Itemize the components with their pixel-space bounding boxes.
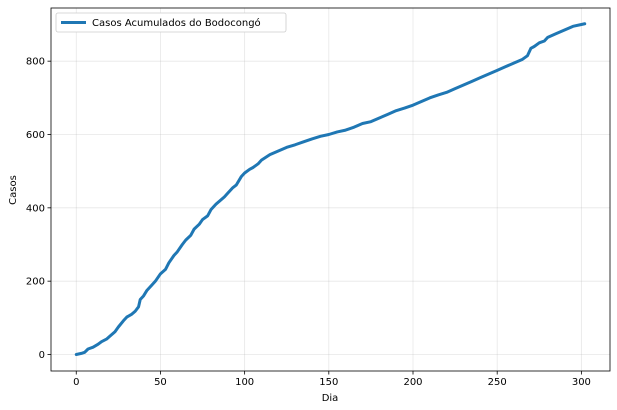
x-tick-label: 0	[73, 377, 79, 388]
series-line	[74, 22, 587, 356]
legend: Casos Acumulados do Bodocongó	[55, 12, 287, 33]
x-tick-label: 100	[235, 377, 254, 388]
ticks: 0 50 100 150 200 250 300 0 200 400 600 800	[26, 57, 591, 388]
y-tick-label: 800	[26, 57, 45, 68]
y-tick-label: 0	[39, 350, 45, 361]
x-tick-label: 150	[319, 377, 338, 388]
y-tick-label: 600	[26, 130, 45, 141]
y-axis-label: Casos	[8, 175, 19, 205]
y-tick-label: 200	[26, 277, 45, 288]
y-tick-label: 400	[26, 203, 45, 214]
legend-box	[55, 12, 287, 33]
x-tick-label: 300	[572, 377, 591, 388]
plot-frame	[50, 7, 611, 372]
series-layer	[74, 22, 587, 356]
legend-label: Casos Acumulados do Bodocongó	[92, 17, 261, 29]
x-tick-label: 200	[403, 377, 422, 388]
x-axis-label: Dia	[322, 393, 339, 404]
x-tick-label: 250	[488, 377, 507, 388]
x-tick-label: 50	[154, 377, 167, 388]
